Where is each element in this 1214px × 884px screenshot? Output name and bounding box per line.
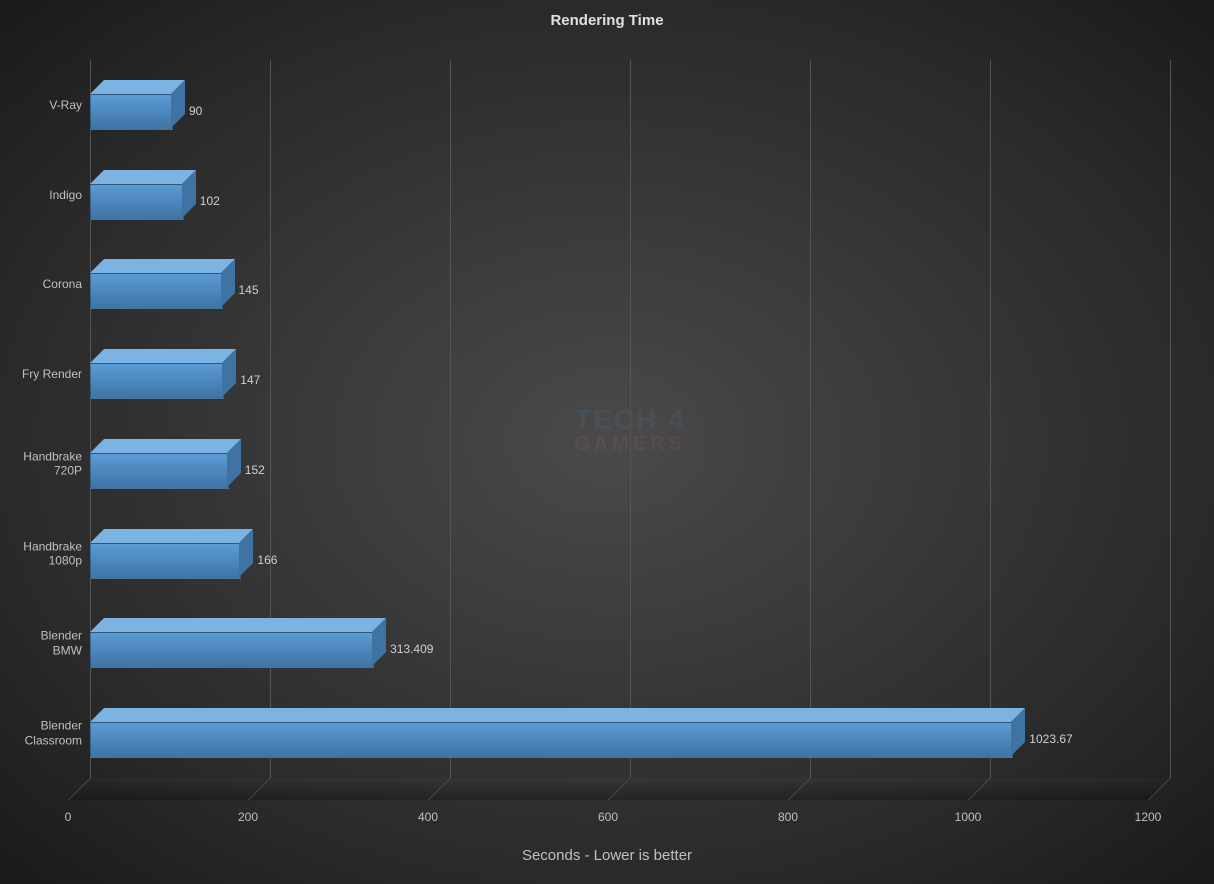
- bar: 102: [90, 184, 182, 218]
- value-label: 152: [245, 463, 265, 477]
- y-axis-label: Blender BMW: [2, 629, 82, 658]
- bar: 166: [90, 543, 239, 577]
- bar-row: Handbrake 1080p166: [90, 509, 1170, 599]
- chart-title: Rendering Time: [0, 12, 1214, 29]
- y-axis-label: Corona: [2, 277, 82, 291]
- bar: 1023.67: [90, 722, 1011, 756]
- bar: 152: [90, 453, 227, 487]
- bar-row: Handbrake 720P152: [90, 419, 1170, 509]
- bar-front-face: [90, 453, 229, 489]
- bar-front-face: [90, 543, 241, 579]
- y-axis-label: Handbrake 720P: [2, 449, 82, 478]
- bar-top-face: [90, 439, 241, 453]
- x-axis-title: Seconds - Lower is better: [0, 847, 1214, 864]
- y-axis-label: Blender Classroom: [2, 719, 82, 748]
- plot-area: TECH 4 GAMERS 020040060080010001200 V-Ra…: [90, 60, 1170, 800]
- bar-top-face: [90, 349, 236, 363]
- bar-front-face: [90, 273, 223, 309]
- x-tick-label: 1000: [955, 810, 982, 824]
- y-axis-label: Indigo: [2, 187, 82, 201]
- bar-front-face: [90, 722, 1013, 758]
- bar: 90: [90, 94, 171, 128]
- bar: 147: [90, 363, 222, 397]
- bar-row: Corona145: [90, 240, 1170, 330]
- bar-front-face: [90, 94, 173, 130]
- grid-line: [1170, 60, 1171, 778]
- y-axis-label: Fry Render: [2, 367, 82, 381]
- x-tick-label: 200: [238, 810, 258, 824]
- bar-top-face: [90, 259, 235, 273]
- bar: 313.409: [90, 632, 372, 666]
- bar-top-face: [90, 80, 185, 94]
- bar-top-face: [90, 529, 253, 543]
- x-tick-label: 800: [778, 810, 798, 824]
- bar-front-face: [90, 184, 184, 220]
- bar-front-face: [90, 363, 224, 399]
- x-tick-label: 400: [418, 810, 438, 824]
- bar-top-face: [90, 170, 196, 184]
- x-tick-label: 1200: [1135, 810, 1162, 824]
- x-tick-label: 0: [65, 810, 72, 824]
- value-label: 166: [257, 553, 277, 567]
- y-axis-label: Handbrake 1080p: [2, 539, 82, 568]
- bar: 145: [90, 273, 221, 307]
- value-label: 90: [189, 104, 202, 118]
- x-tick-label: 600: [598, 810, 618, 824]
- value-label: 102: [200, 194, 220, 208]
- value-label: 313.409: [390, 642, 433, 656]
- bar-front-face: [90, 632, 374, 668]
- chart-container: Rendering Time TECH 4 GAMERS 02004006008…: [0, 0, 1214, 884]
- bar-row: Blender BMW313.409: [90, 599, 1170, 689]
- bar-top-face: [90, 708, 1025, 722]
- bar-row: Fry Render147: [90, 329, 1170, 419]
- bar-top-face: [90, 618, 386, 632]
- bar-row: V-Ray90: [90, 60, 1170, 150]
- bar-row: Blender Classroom1023.67: [90, 688, 1170, 778]
- y-axis-label: V-Ray: [2, 98, 82, 112]
- value-label: 145: [239, 283, 259, 297]
- bar-row: Indigo102: [90, 150, 1170, 240]
- value-label: 147: [240, 373, 260, 387]
- value-label: 1023.67: [1029, 732, 1072, 746]
